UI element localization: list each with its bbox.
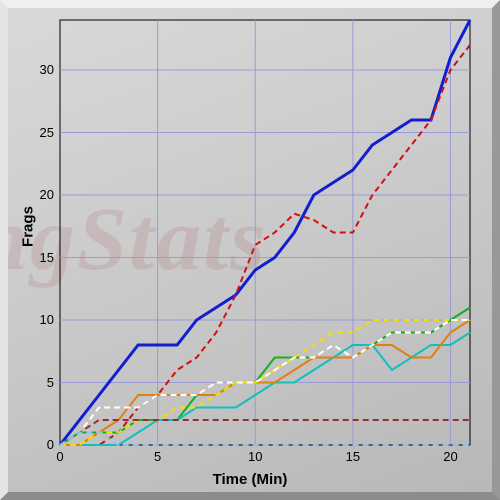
y-tick-label: 10 <box>40 312 54 327</box>
y-tick-label: 5 <box>47 375 54 390</box>
series-darkred-dashed <box>60 420 470 445</box>
series-blue-solid <box>60 20 470 445</box>
y-tick-label: 25 <box>40 125 54 140</box>
y-tick-label: 0 <box>47 437 54 452</box>
x-tick-label: 5 <box>148 449 168 464</box>
x-tick-label: 20 <box>440 449 460 464</box>
chart-frame: ngStats Frags Time (Min) 051015200510152… <box>0 0 500 500</box>
y-tick-label: 15 <box>40 250 54 265</box>
series-red-dashed <box>60 45 470 445</box>
y-tick-label: 20 <box>40 187 54 202</box>
x-tick-label: 10 <box>245 449 265 464</box>
plot-area <box>8 8 492 492</box>
x-tick-label: 15 <box>343 449 363 464</box>
series-cyan-solid <box>60 333 470 446</box>
y-tick-label: 30 <box>40 62 54 77</box>
